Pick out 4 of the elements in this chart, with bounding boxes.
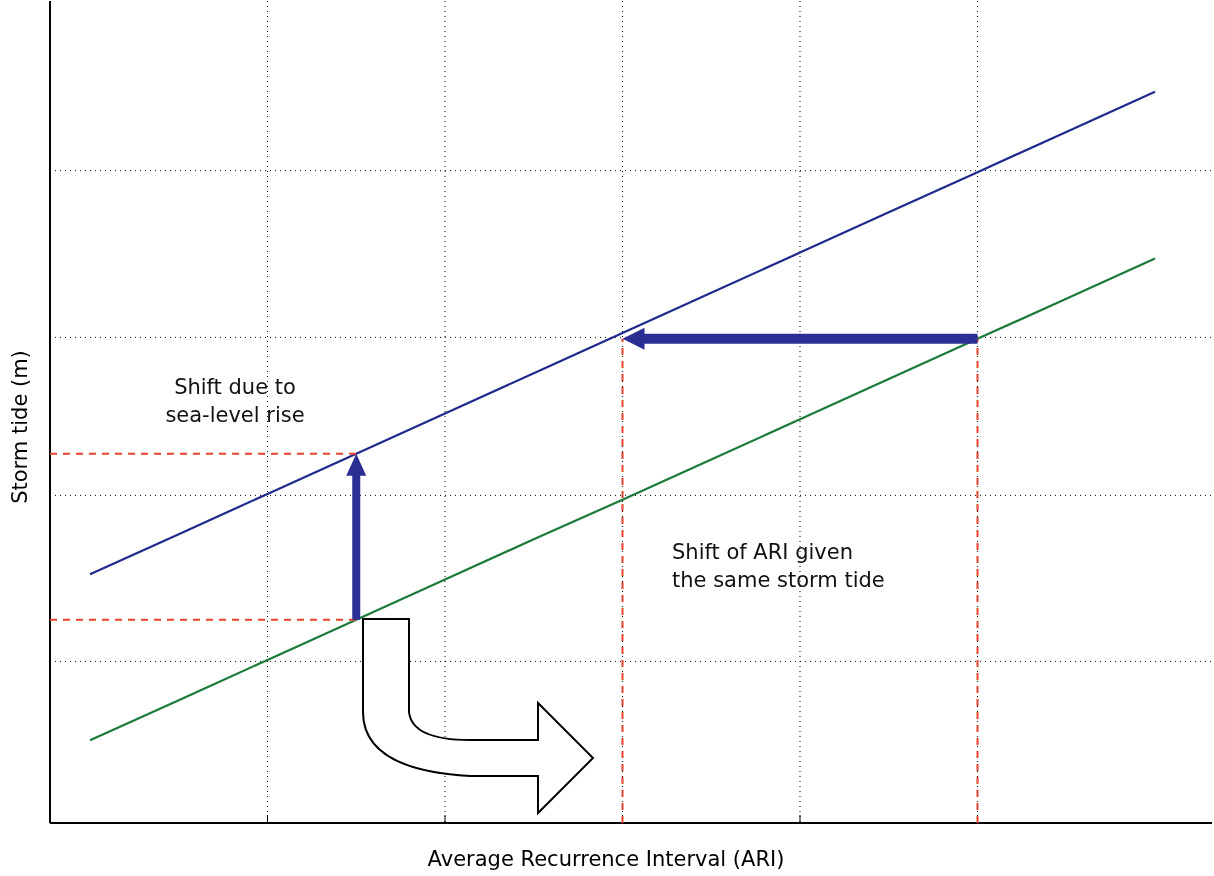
- y-axis-title: Storm tide (m): [8, 350, 32, 504]
- annotation: Shift due to sea-level rise: [165, 375, 305, 427]
- x-axis-title: Average Recurrence Interval (ARI): [427, 847, 785, 871]
- annotation: Shift of ARI given the same storm tide: [672, 540, 885, 592]
